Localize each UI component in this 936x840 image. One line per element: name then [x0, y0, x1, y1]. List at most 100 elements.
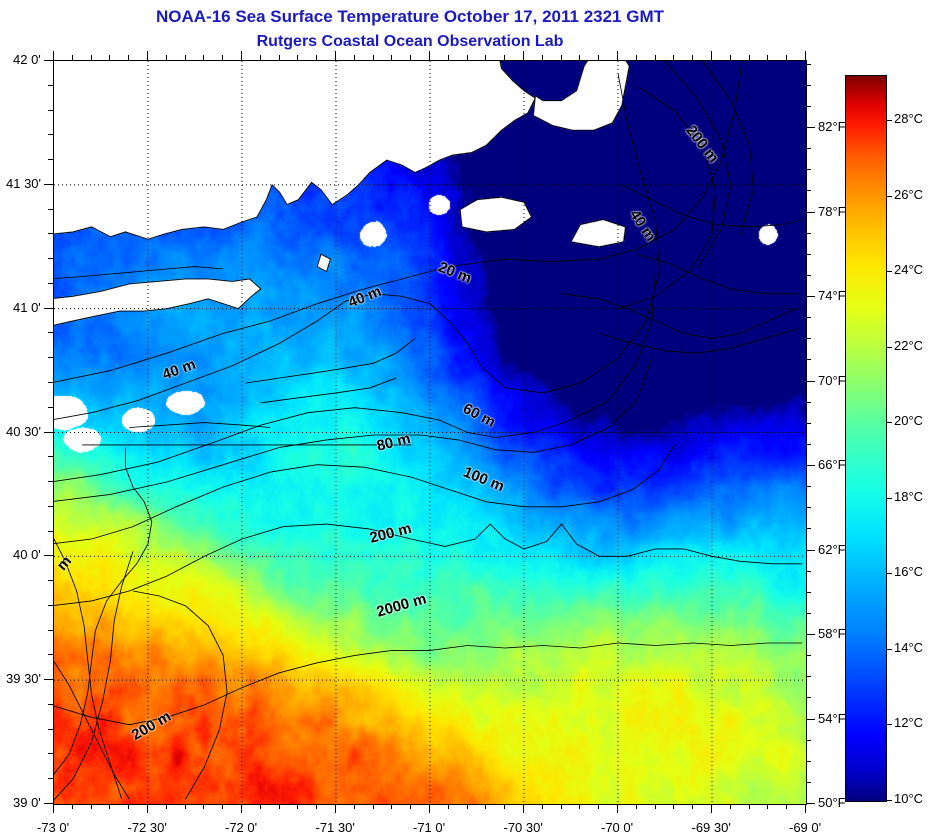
- x-minor-tick-top: [297, 55, 299, 60]
- f-minor-tick: [806, 760, 811, 762]
- f-minor-tick: [806, 169, 811, 171]
- f-minor-tick: [806, 105, 811, 107]
- y-axis-label: 41 0': [13, 299, 41, 315]
- x-minor-tick: [635, 804, 637, 809]
- colorbar-tick-label: 26°C: [894, 186, 924, 202]
- x-major-tick: [335, 804, 336, 813]
- x-major-tick-top: [241, 51, 242, 60]
- f-minor-tick: [806, 507, 811, 509]
- colorbar-tick: [886, 648, 892, 650]
- x-minor-tick-top: [203, 55, 205, 60]
- colorbar-tick: [886, 195, 892, 197]
- x-axis-label: -69 30': [691, 820, 731, 835]
- colorbar-tick: [886, 120, 892, 122]
- y-major-tick: [44, 183, 53, 185]
- y-minor-tick: [48, 505, 53, 507]
- x-minor-tick: [259, 804, 261, 809]
- f-minor-tick: [806, 401, 811, 403]
- x-minor-tick-top: [541, 55, 543, 60]
- f-minor-tick: [806, 739, 811, 741]
- x-axis-label: -70 30': [503, 820, 543, 835]
- x-major-tick-top: [617, 51, 618, 60]
- x-minor-tick-top: [372, 55, 374, 60]
- x-minor-tick: [485, 804, 487, 809]
- f-minor-tick: [806, 253, 811, 255]
- y-minor-tick: [48, 282, 53, 284]
- x-minor-tick: [165, 804, 167, 809]
- y-minor-tick: [48, 233, 53, 235]
- f-minor-tick: [806, 190, 811, 192]
- x-minor-tick: [447, 804, 449, 809]
- f-minor-tick: [806, 232, 811, 234]
- x-minor-tick: [560, 804, 562, 809]
- y-axis-label: 40 30': [6, 423, 42, 439]
- f-minor-tick: [806, 486, 811, 488]
- y-minor-tick: [48, 357, 53, 359]
- x-minor-tick: [128, 804, 130, 809]
- x-minor-tick: [692, 804, 694, 809]
- f-minor-tick: [806, 781, 811, 783]
- f-minor-tick: [806, 274, 811, 276]
- y-minor-tick: [48, 654, 53, 656]
- page-subtitle: Rutgers Coastal Ocean Observation Lab: [256, 33, 564, 50]
- y-major-tick: [44, 803, 53, 804]
- f-minor-tick: [806, 422, 811, 424]
- y-minor-tick: [48, 481, 53, 483]
- x-minor-tick-top: [598, 55, 600, 60]
- y-minor-tick: [48, 84, 53, 86]
- x-minor-tick-top: [316, 55, 318, 60]
- f-minor-tick: [806, 84, 811, 86]
- f-major-tick: [806, 803, 815, 804]
- x-major-tick: [523, 804, 524, 813]
- colorbar-tick: [886, 573, 892, 575]
- f-axis-label: 58°F: [818, 626, 846, 641]
- x-axis-label: -71 30': [315, 820, 355, 835]
- x-minor-tick: [748, 804, 750, 809]
- y-major-tick: [44, 60, 53, 61]
- x-major-tick: [241, 804, 242, 813]
- x-major-tick-top: [53, 51, 54, 60]
- x-minor-tick-top: [466, 55, 468, 60]
- x-axis-label: -70 0': [601, 820, 634, 835]
- f-minor-tick: [806, 317, 811, 319]
- colorbar-tick: [886, 724, 892, 726]
- x-minor-tick-top: [222, 55, 224, 60]
- x-axis-label: -69 0': [789, 820, 822, 835]
- x-minor-tick-top: [654, 55, 656, 60]
- f-minor-tick: [806, 359, 811, 361]
- x-minor-tick: [541, 804, 543, 809]
- f-major-tick: [806, 380, 815, 382]
- y-minor-tick: [48, 109, 53, 111]
- x-minor-tick-top: [485, 55, 487, 60]
- x-minor-tick-top: [391, 55, 393, 60]
- x-minor-tick-top: [673, 55, 675, 60]
- f-minor-tick: [806, 676, 811, 678]
- x-axis-label: -72 0': [225, 820, 258, 835]
- x-minor-tick-top: [579, 55, 581, 60]
- page-title: NOAA-16 Sea Surface Temperature October …: [155, 7, 665, 26]
- f-major-tick: [806, 211, 815, 213]
- colorbar-tick-label: 16°C: [894, 564, 924, 580]
- x-minor-tick: [353, 804, 355, 809]
- x-minor-tick-top: [90, 55, 92, 60]
- y-minor-tick: [48, 456, 53, 458]
- x-minor-tick: [184, 804, 186, 809]
- x-minor-tick-top: [353, 55, 355, 60]
- x-minor-tick: [504, 804, 506, 809]
- x-minor-tick: [222, 804, 224, 809]
- x-minor-tick: [673, 804, 675, 809]
- x-minor-tick: [71, 804, 73, 809]
- f-axis-label: 66°F: [818, 457, 846, 472]
- colorbar-tick-label: 12°C: [894, 715, 924, 731]
- x-minor-tick-top: [447, 55, 449, 60]
- colorbar-tick-label: 22°C: [894, 337, 924, 353]
- temperature-colorbar: [845, 75, 887, 802]
- x-minor-tick: [372, 804, 374, 809]
- f-minor-tick: [806, 338, 811, 340]
- x-minor-tick: [654, 804, 656, 809]
- f-minor-tick: [806, 148, 811, 150]
- y-minor-tick: [48, 604, 53, 606]
- y-major-tick: [44, 679, 53, 681]
- f-minor-tick: [806, 443, 811, 445]
- x-minor-tick-top: [560, 55, 562, 60]
